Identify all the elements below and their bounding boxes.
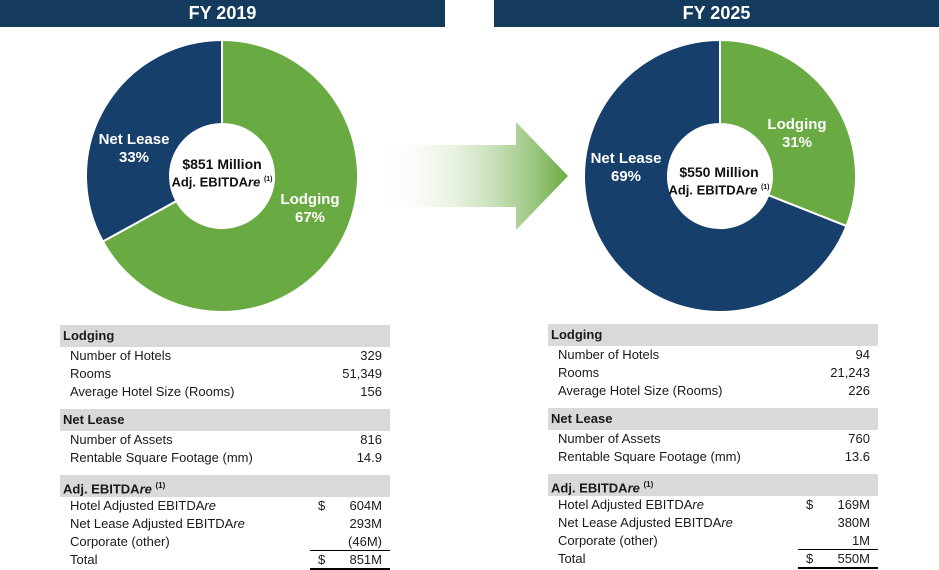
section-net-lease: Net Lease xyxy=(60,409,390,431)
table-row: Average Hotel Size (Rooms) 156 xyxy=(70,384,382,399)
table-row: Average Hotel Size (Rooms) 226 xyxy=(558,383,870,398)
lodging-label-fy2025: Lodging 31% xyxy=(767,116,827,151)
table-row: Rooms 21,243 xyxy=(558,365,870,380)
stats-table-fy2025: Lodging Number of Hotels 94 Rooms 21,243 A… xyxy=(548,324,878,569)
table-row: Net Lease Adjusted EBITDAre 380M xyxy=(558,515,870,530)
stats-table-fy2019: Lodging Number of Hotels 329 Rooms 51,349 … xyxy=(60,325,390,570)
fy2019-header: FY 2019 xyxy=(0,0,445,27)
table-row: Corporate (other) (46M) xyxy=(60,533,390,551)
section-net-lease: Net Lease xyxy=(548,408,878,430)
section-adj-ebitda: Adj. EBITDAre (1) xyxy=(60,475,390,497)
donut-fy2025 xyxy=(583,38,857,313)
table-row: Rentable Square Footage (mm) 13.6 xyxy=(558,449,870,464)
donut-hole xyxy=(170,124,274,228)
section-lodging: Lodging xyxy=(60,325,390,347)
lodging-label-fy2019: Lodging 67% xyxy=(280,191,340,226)
netlease-label-fy2025: Net Lease 69% xyxy=(590,150,662,185)
table-row: Number of Assets 760 xyxy=(558,431,870,446)
center-total-fy2019: $851 Million Adj. EBITDAre (1) xyxy=(160,156,284,190)
section-adj-ebitda: Adj. EBITDAre (1) xyxy=(548,474,878,496)
table-row: Corporate (other) 1M xyxy=(548,532,878,550)
center-total-fy2025: $550 Million Adj. EBITDAre (1) xyxy=(657,164,781,198)
table-row-total: Total $851M xyxy=(60,551,390,570)
center-amount: $550 Million xyxy=(679,164,759,180)
table-row: Number of Hotels 94 xyxy=(558,347,870,362)
fy2025-header: FY 2025 xyxy=(494,0,939,27)
table-row: Rentable Square Footage (mm) 14.9 xyxy=(70,450,382,465)
transition-arrow xyxy=(378,122,568,230)
donut-hole xyxy=(668,124,772,228)
netlease-label-fy2019: Net Lease 33% xyxy=(98,131,170,166)
table-row-total: Total $550M xyxy=(548,550,878,569)
table-row: Hotel Adjusted EBITDAre $169M xyxy=(558,497,870,512)
table-row: Net Lease Adjusted EBITDAre 293M xyxy=(70,516,382,531)
table-row: Hotel Adjusted EBITDAre $604M xyxy=(70,498,382,513)
table-row: Number of Assets 816 xyxy=(70,432,382,447)
table-row: Rooms 51,349 xyxy=(70,366,382,381)
table-row: Number of Hotels 329 xyxy=(70,348,382,363)
slice-lodging xyxy=(101,38,359,313)
section-lodging: Lodging xyxy=(548,324,878,346)
donut-charts xyxy=(85,38,857,313)
center-amount: $851 Million xyxy=(182,156,262,172)
donut-fy2019 xyxy=(85,38,359,313)
